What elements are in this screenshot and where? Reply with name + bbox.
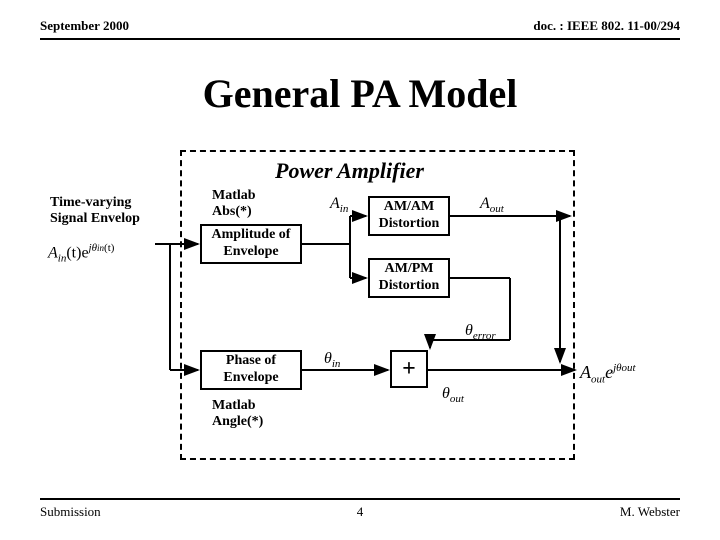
matlab-angle-label: Matlab Angle(*) <box>212 398 263 430</box>
symbol-aout: Aout <box>480 195 504 215</box>
slide-title: General PA Model <box>0 70 720 117</box>
pa-title: Power Amplifier <box>275 158 424 184</box>
symbol-theta-in: θin <box>324 350 340 370</box>
slide-footer: Submission 4 M. Webster <box>40 498 680 520</box>
footer-left: Submission <box>40 504 101 520</box>
am-am-box: AM/AM Distortion <box>368 196 450 236</box>
amplitude-envelope-box: Amplitude of Envelope <box>200 224 302 264</box>
phase-envelope-box: Phase of Envelope <box>200 350 302 390</box>
input-expression: Ain(t)ejθin(t) <box>48 242 114 265</box>
symbol-theta-out: θout <box>442 385 464 405</box>
header-right: doc. : IEEE 802. 11-00/294 <box>533 18 680 34</box>
input-signal-label: Time-varying Signal Envelop <box>50 195 140 227</box>
block-diagram: Power Amplifier Time-varying Signal Enve… <box>40 140 680 470</box>
summer-box: + <box>390 350 428 388</box>
matlab-abs-label: Matlab Abs(*) <box>212 188 256 220</box>
output-expression: Aoutejθout <box>580 362 636 386</box>
symbol-ain: Ain <box>330 195 348 215</box>
header-left: September 2000 <box>40 18 129 34</box>
am-pm-box: AM/PM Distortion <box>368 258 450 298</box>
page-number: 4 <box>357 504 364 520</box>
footer-right: M. Webster <box>620 504 680 520</box>
symbol-theta-error: θerror <box>465 322 496 342</box>
slide-header: September 2000 doc. : IEEE 802. 11-00/29… <box>40 18 680 40</box>
